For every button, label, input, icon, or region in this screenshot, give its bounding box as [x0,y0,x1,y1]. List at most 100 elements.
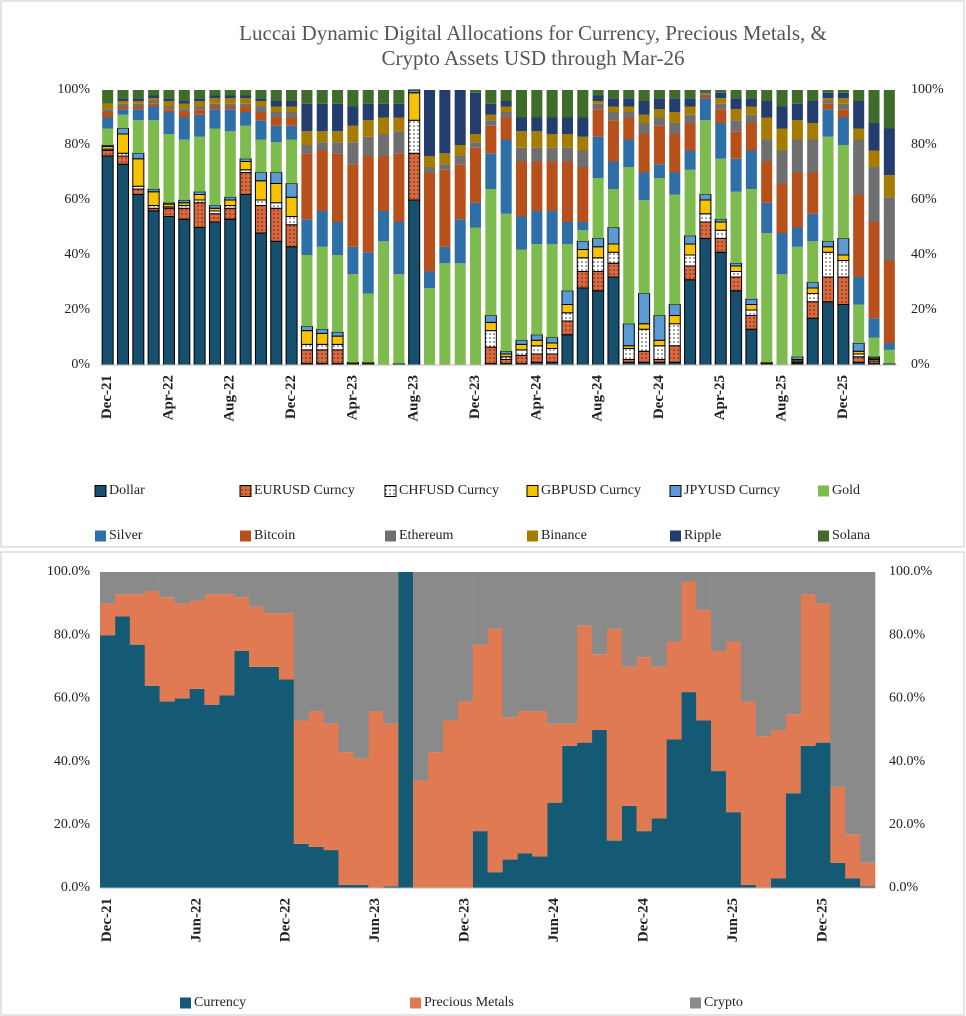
bar-segment [714,251,727,366]
bar-segment [576,257,589,272]
bar-segment [806,317,819,366]
bar-segment [546,211,558,244]
x-tick-label: Dec-21 [99,375,115,419]
bar-segment [469,90,482,93]
bar-segment [806,293,819,303]
area-step [398,572,414,888]
bar-segment [515,354,528,365]
bar-segment [393,274,405,364]
bar-segment [117,114,129,129]
bar-segment [699,92,711,95]
bar-segment [730,90,742,99]
bar-segment [867,356,881,359]
bar-segment [761,233,773,363]
bar-segment [807,90,819,101]
bar-segment [837,254,850,261]
bar-segment [163,112,175,134]
bar-segment [515,343,528,351]
bar-segment [684,90,696,99]
area-step [591,572,608,655]
bar-segment [254,180,267,201]
area-step [189,688,205,888]
bar-segment [254,232,267,366]
bar-segment [715,98,727,104]
bar-segment [684,265,697,281]
bar-segment [362,136,374,156]
bar-segment [286,117,298,126]
bar-segment [316,332,329,345]
bar-segment [102,103,114,110]
area-step [815,742,831,888]
bar-segment [163,106,175,110]
area-step [159,572,175,598]
bar-segment [592,257,605,272]
bar-segment [362,252,374,294]
area-step [696,572,712,610]
y2-tick-label: 20.0% [889,817,926,832]
bar-segment [316,349,329,365]
bar-segment [761,161,773,203]
bar-segment [316,246,328,330]
bar-segment [132,152,145,160]
bar-segment [807,139,819,173]
area-step [427,572,444,753]
legend-swatch [94,485,107,497]
area-step [591,730,608,888]
bar-segment [117,90,129,99]
bar-segment [224,90,236,96]
bar-segment [730,120,742,132]
bar-segment [791,90,803,104]
area-step [383,723,399,887]
bar-segment [653,345,666,360]
bar-segment [684,114,696,123]
bar-segment [776,183,788,233]
bar-segment [255,98,267,101]
bar-segment [531,90,543,118]
bar-segment [561,290,574,305]
bar-segment [837,260,850,278]
bar-segment [224,199,237,206]
bar-segment [178,112,190,118]
area-step [457,572,473,702]
area-step [815,603,831,743]
area-step [263,613,280,667]
bar-segment [592,103,604,110]
area-step [532,572,548,712]
y-tick-label: 60% [64,192,90,207]
bar-segment [807,172,819,214]
x-tick-label: Dec-25 [835,375,851,419]
area-step [547,802,563,888]
area-step [785,714,801,794]
bar-segment [454,156,466,165]
bar-segment [500,117,512,140]
bar-segment [484,315,497,323]
y-tick-label: 40.0% [54,754,91,769]
bar-segment [285,216,298,226]
y-tick-label: 0% [71,357,90,372]
bar-segment [286,139,298,184]
bar-segment [715,123,727,159]
bar-segment [883,349,895,364]
area-step [129,594,146,645]
legend-swatch [669,485,682,497]
bar-segment [761,202,773,233]
area-step [576,742,593,888]
bar-segment [148,90,160,96]
bar-segment [301,145,313,154]
bar-segment [332,142,344,154]
bar-segment [668,345,681,363]
bar-segment [868,123,880,151]
bar-segment [791,246,803,357]
bar-segment [102,90,114,104]
bar-segment [607,112,619,121]
area-step [472,572,488,645]
bar-segment [270,101,282,107]
bar-segment [592,271,605,292]
area-step [249,666,265,888]
bar-segment [485,125,497,154]
bar-segment [255,101,267,107]
bar-segment [607,227,620,245]
bar-segment [745,98,757,107]
bar-segment [331,335,344,345]
bar-segment [148,101,160,104]
